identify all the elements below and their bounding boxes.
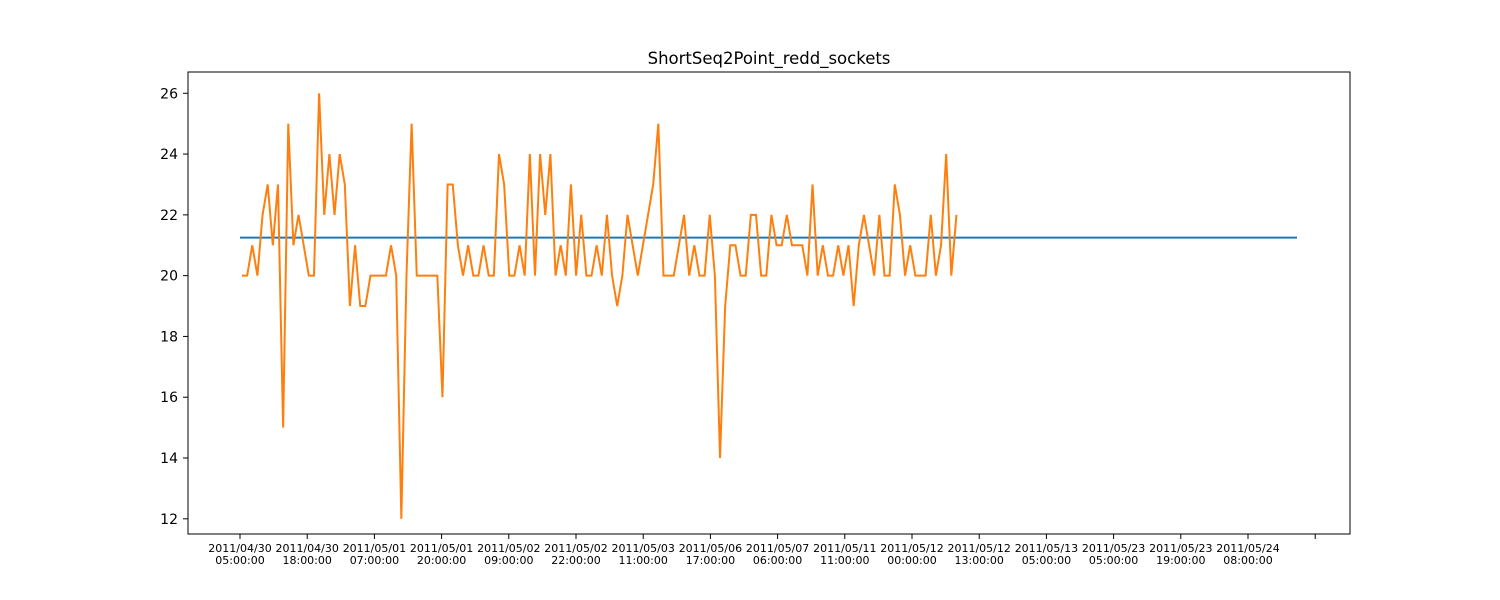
y-tick-label: 12 xyxy=(160,512,178,528)
x-tick-label: 2011/05/02 xyxy=(477,542,540,555)
y-tick-label: 14 xyxy=(160,451,178,467)
x-tick-label: 00:00:00 xyxy=(887,554,936,567)
x-tick-label: 18:00:00 xyxy=(282,554,331,567)
y-tick-label: 24 xyxy=(160,147,178,163)
x-tick-label: 11:00:00 xyxy=(618,554,667,567)
x-tick-label: 09:00:00 xyxy=(484,554,533,567)
y-tick-label: 16 xyxy=(160,390,178,406)
x-tick-label: 2011/05/12 xyxy=(880,542,943,555)
chart-title: ShortSeq2Point_redd_sockets xyxy=(648,49,891,69)
x-tick-label: 2011/04/30 xyxy=(275,542,338,555)
series-line-values xyxy=(242,93,958,519)
x-tick-label: 22:00:00 xyxy=(551,554,600,567)
axes: 12141618202224262011/04/3005:00:002011/0… xyxy=(160,86,1316,567)
x-tick-label: 13:00:00 xyxy=(954,554,1003,567)
x-tick-label: 2011/05/24 xyxy=(1216,542,1279,555)
y-tick-label: 22 xyxy=(160,208,178,224)
x-tick-label: 17:00:00 xyxy=(686,554,735,567)
y-tick-label: 20 xyxy=(160,269,178,285)
y-tick-label: 26 xyxy=(160,86,178,102)
y-tick-label: 18 xyxy=(160,329,178,345)
series-group xyxy=(240,93,1297,519)
x-tick-label: 08:00:00 xyxy=(1223,554,1272,567)
x-tick-label: 2011/05/23 xyxy=(1082,542,1145,555)
plot-frame xyxy=(187,71,1351,535)
x-tick-label: 2011/05/01 xyxy=(343,542,406,555)
x-tick-label: 05:00:00 xyxy=(215,554,264,567)
x-tick-label: 05:00:00 xyxy=(1089,554,1138,567)
x-tick-label: 2011/05/01 xyxy=(410,542,473,555)
x-tick-label: 07:00:00 xyxy=(350,554,399,567)
x-tick-label: 06:00:00 xyxy=(753,554,802,567)
x-tick-label: 19:00:00 xyxy=(1156,554,1205,567)
x-tick-label: 2011/04/30 xyxy=(208,542,271,555)
x-tick-label: 2011/05/12 xyxy=(947,542,1010,555)
x-tick-label: 2011/05/23 xyxy=(1149,542,1212,555)
x-tick-label: 11:00:00 xyxy=(820,554,869,567)
x-tick-label: 2011/05/06 xyxy=(679,542,742,555)
x-tick-label: 2011/05/03 xyxy=(611,542,674,555)
x-tick-label: 20:00:00 xyxy=(417,554,466,567)
x-tick-label: 2011/05/02 xyxy=(544,542,607,555)
x-tick-label: 2011/05/11 xyxy=(813,542,876,555)
x-tick-label: 2011/05/07 xyxy=(746,542,809,555)
x-tick-label: 2011/05/13 xyxy=(1015,542,1078,555)
x-tick-label: 05:00:00 xyxy=(1022,554,1071,567)
